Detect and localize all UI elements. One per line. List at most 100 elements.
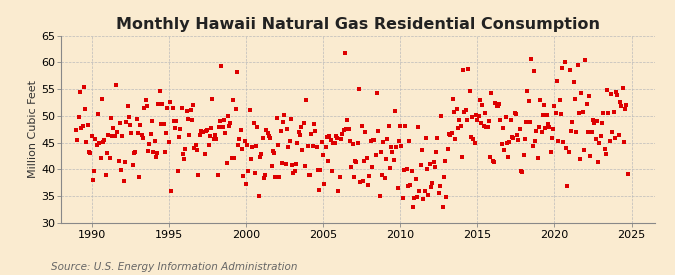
Point bbox=[194, 132, 205, 137]
Point bbox=[362, 183, 373, 188]
Point bbox=[104, 156, 115, 160]
Point bbox=[103, 133, 113, 137]
Point bbox=[377, 172, 387, 177]
Point bbox=[554, 98, 565, 103]
Text: Source: U.S. Energy Information Administration: Source: U.S. Energy Information Administ… bbox=[51, 262, 297, 272]
Point bbox=[111, 83, 122, 87]
Point bbox=[135, 122, 146, 127]
Point bbox=[549, 104, 560, 108]
Point bbox=[464, 89, 475, 94]
Point bbox=[205, 133, 215, 138]
Point bbox=[297, 148, 308, 153]
Point bbox=[317, 140, 327, 144]
Point bbox=[227, 98, 238, 103]
Point bbox=[499, 148, 510, 152]
Point bbox=[85, 151, 96, 155]
Point bbox=[88, 178, 99, 182]
Point bbox=[89, 168, 100, 173]
Point bbox=[115, 120, 126, 125]
Point bbox=[86, 134, 97, 138]
Point bbox=[416, 148, 427, 153]
Point bbox=[378, 140, 389, 144]
Point bbox=[540, 125, 551, 130]
Point bbox=[305, 172, 316, 177]
Point bbox=[319, 182, 329, 186]
Point bbox=[171, 119, 182, 123]
Point bbox=[614, 133, 624, 137]
Point bbox=[99, 138, 110, 142]
Point bbox=[530, 139, 541, 143]
Point bbox=[98, 140, 109, 145]
Point bbox=[423, 193, 434, 197]
Point bbox=[561, 146, 572, 150]
Point bbox=[185, 108, 196, 112]
Point bbox=[570, 97, 580, 101]
Point bbox=[533, 156, 543, 161]
Point bbox=[260, 173, 271, 177]
Point bbox=[328, 141, 339, 145]
Point bbox=[288, 171, 299, 175]
Point bbox=[412, 195, 423, 200]
Point bbox=[616, 103, 626, 108]
Point bbox=[290, 168, 300, 173]
Point bbox=[502, 141, 512, 145]
Point bbox=[80, 107, 90, 112]
Point bbox=[101, 172, 111, 177]
Point bbox=[207, 97, 218, 101]
Point bbox=[364, 174, 375, 178]
Point bbox=[522, 89, 533, 93]
Point bbox=[311, 145, 322, 149]
Point bbox=[189, 145, 200, 150]
Point bbox=[250, 171, 261, 175]
Point bbox=[197, 130, 208, 134]
Point bbox=[588, 118, 599, 122]
Point bbox=[391, 145, 402, 149]
Point bbox=[566, 129, 576, 133]
Point bbox=[545, 150, 556, 154]
Point bbox=[431, 150, 441, 154]
Point bbox=[604, 139, 615, 143]
Point bbox=[263, 131, 273, 136]
Point bbox=[524, 120, 535, 124]
Point bbox=[280, 161, 291, 166]
Point bbox=[173, 135, 184, 139]
Point bbox=[332, 136, 343, 140]
Point bbox=[387, 150, 398, 154]
Point bbox=[338, 128, 349, 132]
Point bbox=[315, 168, 326, 172]
Point bbox=[269, 151, 279, 155]
Point bbox=[334, 175, 345, 179]
Point bbox=[265, 135, 275, 140]
Point bbox=[112, 130, 123, 134]
Point bbox=[163, 140, 174, 144]
Point bbox=[347, 142, 358, 147]
Point bbox=[392, 186, 403, 190]
Point bbox=[300, 164, 310, 168]
Point bbox=[244, 108, 255, 113]
Point bbox=[192, 148, 202, 152]
Point bbox=[144, 142, 155, 146]
Point bbox=[186, 118, 197, 123]
Point bbox=[603, 110, 614, 115]
Point bbox=[369, 138, 380, 142]
Point bbox=[450, 137, 461, 142]
Point bbox=[341, 126, 352, 131]
Point bbox=[523, 98, 534, 103]
Point bbox=[572, 63, 583, 67]
Point bbox=[617, 86, 628, 90]
Point bbox=[126, 131, 137, 136]
Point bbox=[274, 175, 285, 180]
Point bbox=[199, 152, 210, 157]
Point bbox=[350, 159, 360, 163]
Point bbox=[240, 182, 251, 186]
Point bbox=[481, 125, 491, 129]
Point bbox=[518, 152, 529, 157]
Point bbox=[396, 144, 407, 148]
Point bbox=[283, 144, 294, 149]
Title: Monthly Hawaii Natural Gas Residential Consumption: Monthly Hawaii Natural Gas Residential C… bbox=[115, 17, 600, 32]
Point bbox=[358, 179, 369, 184]
Point bbox=[206, 126, 217, 130]
Point bbox=[308, 122, 319, 126]
Point bbox=[567, 119, 578, 124]
Point bbox=[278, 120, 289, 125]
